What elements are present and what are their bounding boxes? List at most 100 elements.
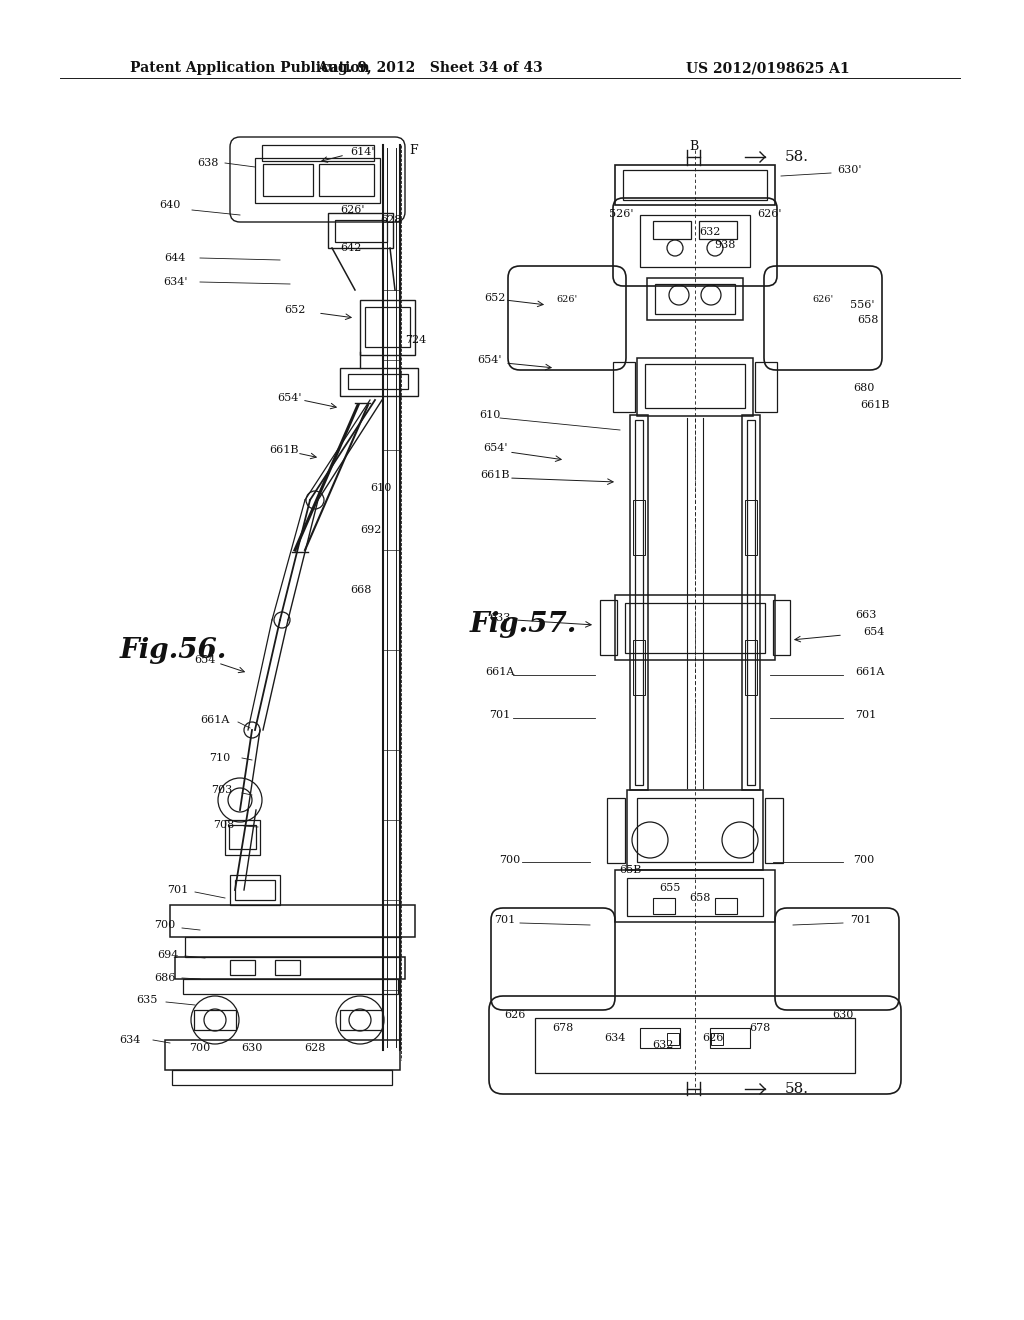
Bar — [225, 820, 260, 855]
Bar — [637, 358, 753, 416]
Bar — [633, 640, 645, 696]
Text: F: F — [410, 144, 419, 157]
Text: 701: 701 — [850, 915, 871, 925]
Text: 628: 628 — [380, 215, 401, 224]
Text: 634: 634 — [604, 1034, 626, 1043]
Text: 700: 700 — [155, 920, 176, 931]
Text: 633: 633 — [489, 612, 511, 623]
Bar — [340, 368, 418, 396]
Text: 661B: 661B — [269, 445, 299, 455]
Text: Fig.56.: Fig.56. — [120, 636, 227, 664]
Bar — [699, 220, 737, 239]
Bar — [165, 1040, 400, 1071]
Bar — [319, 164, 374, 195]
Text: 556': 556' — [850, 300, 874, 310]
Text: 626: 626 — [504, 1010, 525, 1020]
Text: 700: 700 — [500, 855, 520, 865]
Text: 678: 678 — [750, 1023, 771, 1034]
Bar — [745, 500, 757, 554]
Text: 668: 668 — [350, 585, 372, 595]
Bar — [653, 898, 675, 913]
Text: 526': 526' — [608, 209, 633, 219]
Bar — [640, 1028, 680, 1048]
Bar — [627, 789, 763, 870]
Text: 661A: 661A — [485, 667, 515, 677]
Bar — [230, 875, 280, 906]
Bar — [623, 170, 767, 201]
Text: 938: 938 — [715, 240, 735, 249]
Text: 610: 610 — [479, 411, 501, 420]
Bar — [607, 799, 625, 863]
Text: 614': 614' — [350, 147, 375, 157]
Text: 626': 626' — [340, 205, 365, 215]
Bar — [275, 960, 300, 975]
Bar — [745, 640, 757, 696]
Bar — [175, 957, 406, 979]
Bar — [234, 880, 275, 900]
Text: 654: 654 — [195, 655, 216, 665]
Bar — [635, 420, 643, 785]
Bar — [340, 1010, 382, 1030]
Text: 680: 680 — [853, 383, 874, 393]
Bar — [328, 213, 393, 248]
Bar — [600, 601, 617, 655]
Text: 658: 658 — [857, 315, 879, 325]
Bar — [229, 825, 256, 849]
Text: 700: 700 — [853, 855, 874, 865]
Bar — [647, 279, 743, 319]
Text: Patent Application Publication: Patent Application Publication — [130, 61, 370, 75]
Bar — [170, 906, 415, 937]
Bar — [710, 1028, 750, 1048]
Text: 701: 701 — [855, 710, 877, 719]
Text: 708: 708 — [213, 820, 234, 830]
Bar — [715, 898, 737, 913]
Bar — [640, 215, 750, 267]
Text: 652: 652 — [285, 305, 306, 315]
Bar — [645, 364, 745, 408]
Text: 661A: 661A — [855, 667, 885, 677]
Text: 634': 634' — [163, 277, 187, 286]
Bar — [742, 414, 760, 789]
Bar — [773, 601, 790, 655]
Bar — [263, 164, 313, 195]
Bar — [262, 145, 374, 161]
Text: 703: 703 — [211, 785, 232, 795]
Bar — [348, 374, 408, 389]
Text: 655: 655 — [659, 883, 681, 894]
Text: 678: 678 — [552, 1023, 573, 1034]
Text: 710: 710 — [209, 752, 230, 763]
Bar — [755, 362, 777, 412]
Text: US 2012/0198625 A1: US 2012/0198625 A1 — [686, 61, 850, 75]
Text: 610: 610 — [370, 483, 391, 492]
Bar — [183, 979, 398, 994]
Text: 658: 658 — [689, 894, 711, 903]
Text: B: B — [689, 140, 698, 153]
Text: 634: 634 — [120, 1035, 140, 1045]
Text: 58.: 58. — [785, 150, 809, 164]
Text: 663: 663 — [855, 610, 877, 620]
Bar — [335, 220, 387, 242]
Text: 724: 724 — [406, 335, 426, 345]
Text: 661B: 661B — [480, 470, 510, 480]
Text: 654': 654' — [478, 355, 502, 366]
Text: 58.: 58. — [785, 1082, 809, 1096]
Text: 701: 701 — [167, 884, 188, 895]
Text: 692: 692 — [360, 525, 381, 535]
Bar — [360, 300, 415, 355]
Bar — [633, 500, 645, 554]
Bar — [172, 1071, 392, 1085]
Bar — [365, 308, 410, 347]
Bar — [615, 870, 775, 921]
Text: 638: 638 — [198, 158, 219, 168]
Text: 635: 635 — [136, 995, 158, 1005]
Text: 661B: 661B — [860, 400, 890, 411]
Text: 654': 654' — [278, 393, 302, 403]
Bar — [615, 165, 775, 205]
Text: 626': 626' — [812, 296, 834, 305]
Bar — [194, 1010, 236, 1030]
Bar — [230, 960, 255, 975]
Text: 626': 626' — [556, 296, 578, 305]
Text: 642: 642 — [340, 243, 361, 253]
Text: Fig.57.: Fig.57. — [470, 611, 578, 639]
Text: 701: 701 — [489, 710, 511, 719]
